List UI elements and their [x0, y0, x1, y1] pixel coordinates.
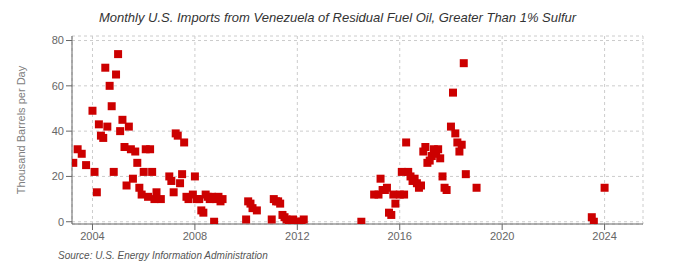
svg-text:2004: 2004 — [80, 230, 104, 242]
svg-text:2008: 2008 — [183, 230, 207, 242]
svg-text:2020: 2020 — [490, 230, 514, 242]
svg-text:2012: 2012 — [285, 230, 309, 242]
svg-text:80: 80 — [52, 34, 64, 46]
svg-text:20: 20 — [52, 170, 64, 182]
svg-text:0: 0 — [58, 216, 64, 228]
svg-text:60: 60 — [52, 80, 64, 92]
svg-text:2016: 2016 — [388, 230, 412, 242]
html-text:Source: U.S. Energy Informatio: Source: U.S. Energy Information Administ… — [58, 250, 268, 261]
svg-text:40: 40 — [52, 125, 64, 137]
html-text:Monthly U.S. Imports from Vene: Monthly U.S. Imports from Venezuela of R… — [98, 10, 576, 25]
svg-text:Thousand Barrels per Day: Thousand Barrels per Day — [15, 65, 27, 194]
svg-text:2024: 2024 — [592, 230, 616, 242]
